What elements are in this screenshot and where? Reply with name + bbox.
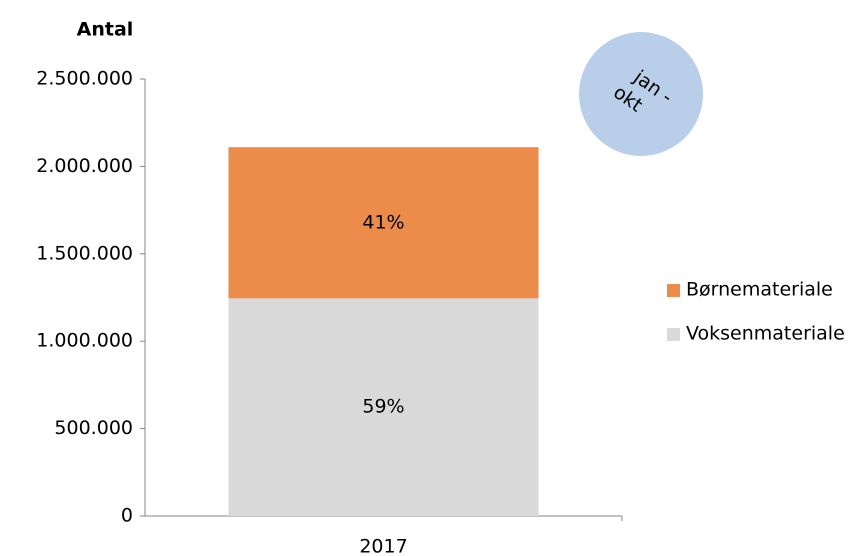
y-tick-label: 2.000.000 <box>36 155 133 177</box>
annotation-bubble <box>579 32 703 156</box>
data-label: 59% <box>362 396 404 418</box>
y-tick-label: 2.500.000 <box>36 68 133 90</box>
y-tick-label: 1.500.000 <box>36 242 133 264</box>
y-tick-label: 1.000.000 <box>36 330 133 352</box>
legend-label: Børnemateriale <box>686 279 833 301</box>
legend-swatch <box>667 328 680 341</box>
legend-label: Voksenmateriale <box>686 323 845 345</box>
data-label: 41% <box>362 211 404 233</box>
x-tick-label: 2017 <box>359 536 407 556</box>
legend-swatch <box>667 284 680 297</box>
bar-segment <box>228 147 539 299</box>
y-tick-label: 0 <box>121 505 133 527</box>
y-axis-title: Antal <box>77 19 134 41</box>
y-tick-label: 500.000 <box>54 417 133 439</box>
bar-segment <box>228 298 539 516</box>
